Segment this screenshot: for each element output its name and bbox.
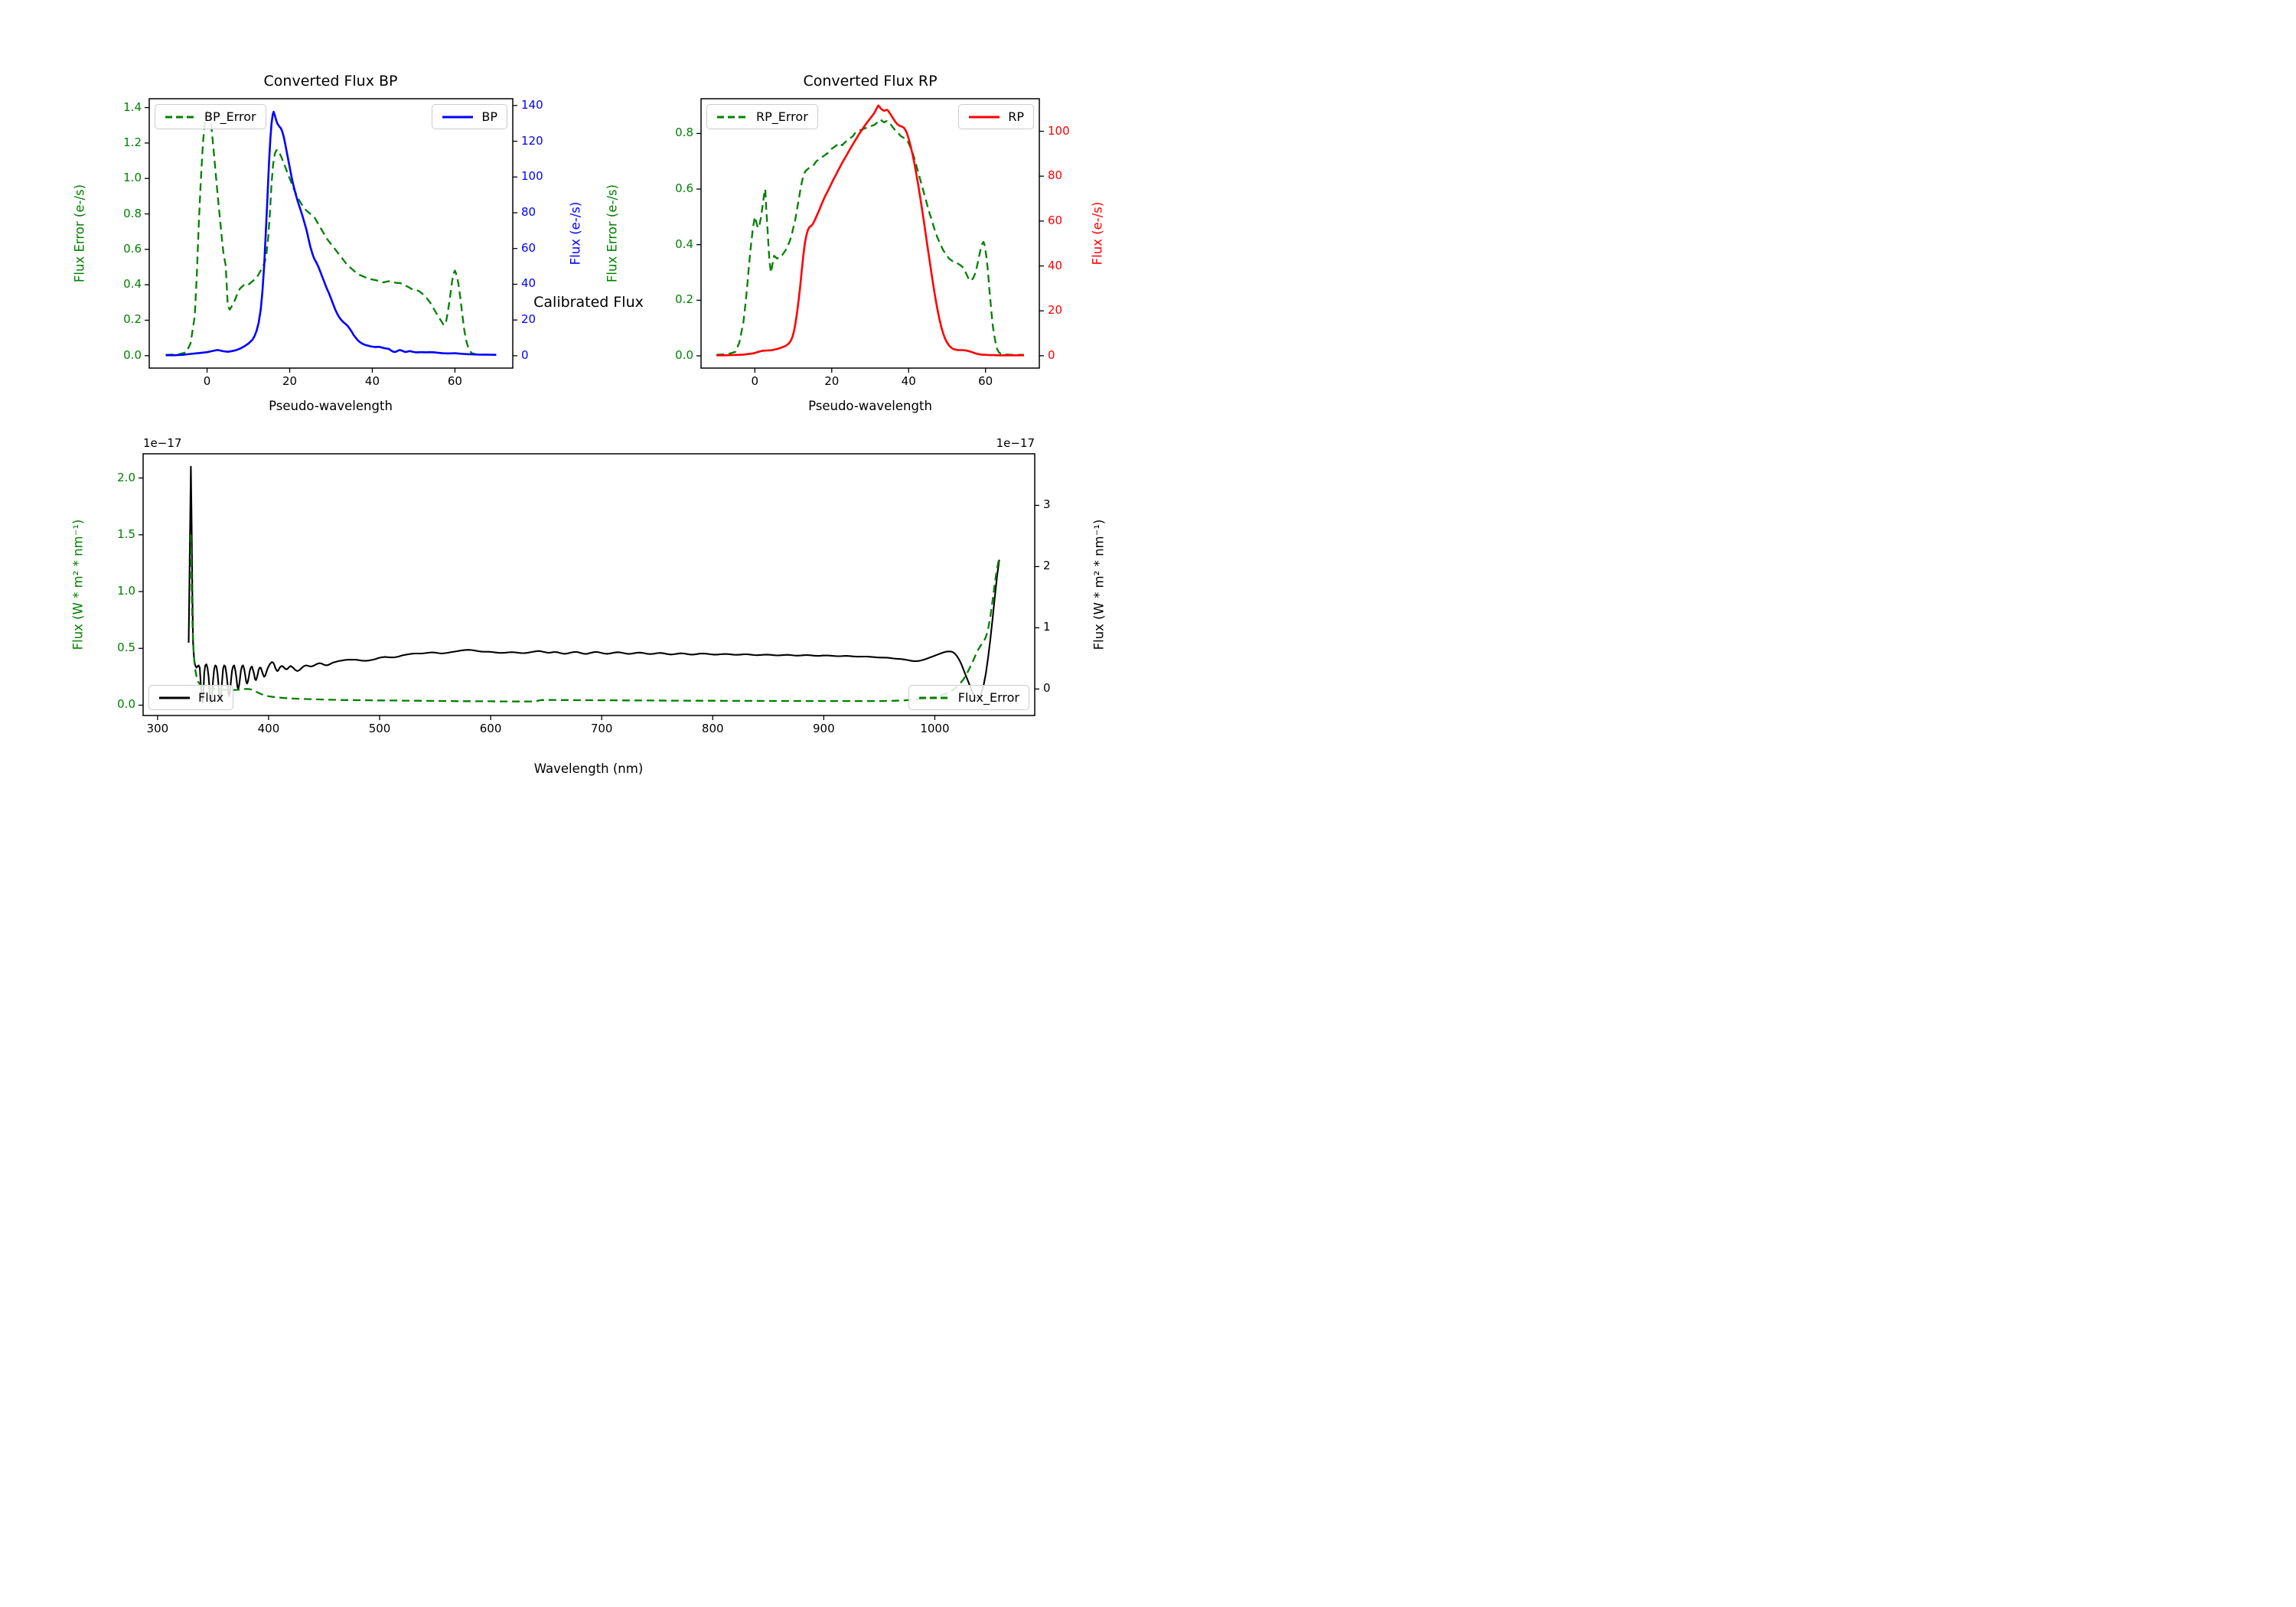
tick-label: 0 — [1048, 347, 1055, 362]
axis-offset-text-right: 1e−17 — [996, 436, 1035, 450]
tick-label: 1.0 — [117, 584, 135, 598]
tick-label: 0.8 — [675, 125, 693, 140]
tick-label: 0.0 — [123, 347, 142, 362]
tick-label: 800 — [701, 722, 724, 735]
tick-label: 0.8 — [123, 206, 142, 220]
legend-flux-error: Flux_Error — [908, 685, 1029, 710]
tick-label: 40 — [901, 374, 916, 388]
legend-bp-error: BP_Error — [155, 104, 266, 129]
tick-label: 40 — [521, 276, 536, 291]
tick-label: 1.4 — [123, 99, 142, 114]
tick-label: 1 — [1043, 620, 1051, 634]
subplot-title-calibrated: Calibrated Flux — [533, 294, 644, 311]
legend-label: RP_Error — [756, 109, 808, 124]
tick-label: 0.0 — [675, 348, 693, 363]
tick-label: 1000 — [920, 722, 950, 735]
tick-label: 20 — [1048, 303, 1063, 318]
tick-label: 60 — [978, 374, 993, 388]
tick-label: 0.6 — [675, 181, 693, 196]
tick-label: 0 — [751, 374, 759, 388]
tick-label: 0.4 — [675, 236, 693, 251]
tick-label: 0 — [1043, 681, 1051, 696]
axis-offset-text-left: 1e−17 — [143, 436, 182, 450]
tick-label: 60 — [521, 240, 536, 255]
legend-label: RP — [1008, 109, 1024, 124]
legend-line-sample — [165, 116, 196, 118]
yaxis-label-cal-flux-right: Flux (W * m² * nm⁻¹) — [1091, 519, 1107, 650]
yaxis-label-rp-error: Flux Error (e-/s) — [605, 184, 620, 283]
tick-label: 60 — [1048, 213, 1063, 227]
tick-label: 3 — [1043, 497, 1051, 512]
legend-line-sample — [969, 116, 1000, 118]
tick-label: 20 — [824, 374, 840, 388]
legend-line-sample — [918, 696, 950, 699]
tick-label: 0.4 — [123, 277, 142, 292]
tick-label: 1.2 — [123, 135, 142, 149]
legend-bp: BP — [432, 104, 507, 129]
yaxis-label-rp-flux: Flux (e-/s) — [1090, 201, 1105, 266]
subplot-title-bp: Converted Flux BP — [263, 73, 398, 90]
legend-label: BP — [481, 109, 497, 124]
tick-label: 120 — [521, 133, 543, 148]
plot-canvas — [139, 98, 1044, 720]
tick-label: 0.0 — [117, 697, 135, 712]
tick-label: 60 — [447, 374, 462, 388]
matplotlib-figure: Converted Flux BP Converted Flux RP Cali… — [0, 0, 1148, 804]
tick-label: 2 — [1043, 559, 1051, 573]
tick-label: 140 — [521, 97, 543, 112]
tick-label: 20 — [282, 374, 298, 388]
tick-label: 80 — [521, 205, 536, 220]
tick-label: 20 — [521, 312, 536, 327]
tick-label: 600 — [479, 722, 502, 735]
tick-label: 0 — [203, 374, 211, 388]
tick-label: 1.0 — [123, 171, 142, 185]
tick-label: 1.5 — [117, 526, 135, 541]
yaxis-label-cal-flux-left: Flux (W * m² * nm⁻¹) — [70, 519, 86, 650]
legend-flux: Flux — [148, 685, 234, 710]
tick-label: 0.2 — [675, 292, 693, 307]
xaxis-label-bp: Pseudo-wavelength — [269, 399, 393, 413]
tick-label: 900 — [813, 722, 835, 735]
xaxis-label-rp: Pseudo-wavelength — [808, 399, 932, 413]
legend-line-sample — [442, 116, 474, 118]
tick-label: 0 — [521, 347, 529, 362]
legend-rp: RP — [958, 104, 1034, 129]
yaxis-label-bp-error: Flux Error (e-/s) — [72, 184, 87, 283]
tick-label: 700 — [590, 722, 613, 735]
legend-line-sample — [159, 696, 190, 699]
tick-label: 500 — [368, 722, 391, 735]
tick-label: 40 — [364, 374, 380, 388]
legend-rp-error: RP_Error — [706, 104, 818, 129]
tick-label: 80 — [1048, 168, 1063, 183]
tick-label: 400 — [257, 722, 280, 735]
yaxis-label-bp-flux: Flux (e-/s) — [568, 201, 583, 266]
legend-line-sample — [717, 116, 748, 118]
legend-label: Flux_Error — [957, 690, 1019, 705]
tick-label: 40 — [1048, 258, 1063, 272]
tick-label: 0.2 — [123, 312, 142, 327]
tick-label: 0.6 — [123, 241, 142, 256]
tick-label: 100 — [521, 169, 543, 184]
tick-label: 2.0 — [117, 470, 135, 484]
legend-label: BP_Error — [204, 109, 256, 124]
legend-label: Flux — [198, 690, 224, 705]
tick-label: 0.5 — [117, 641, 135, 655]
tick-label: 100 — [1048, 123, 1070, 138]
subplot-title-rp: Converted Flux RP — [803, 73, 938, 90]
xaxis-label-calibrated: Wavelength (nm) — [533, 761, 644, 776]
tick-label: 300 — [146, 722, 169, 735]
